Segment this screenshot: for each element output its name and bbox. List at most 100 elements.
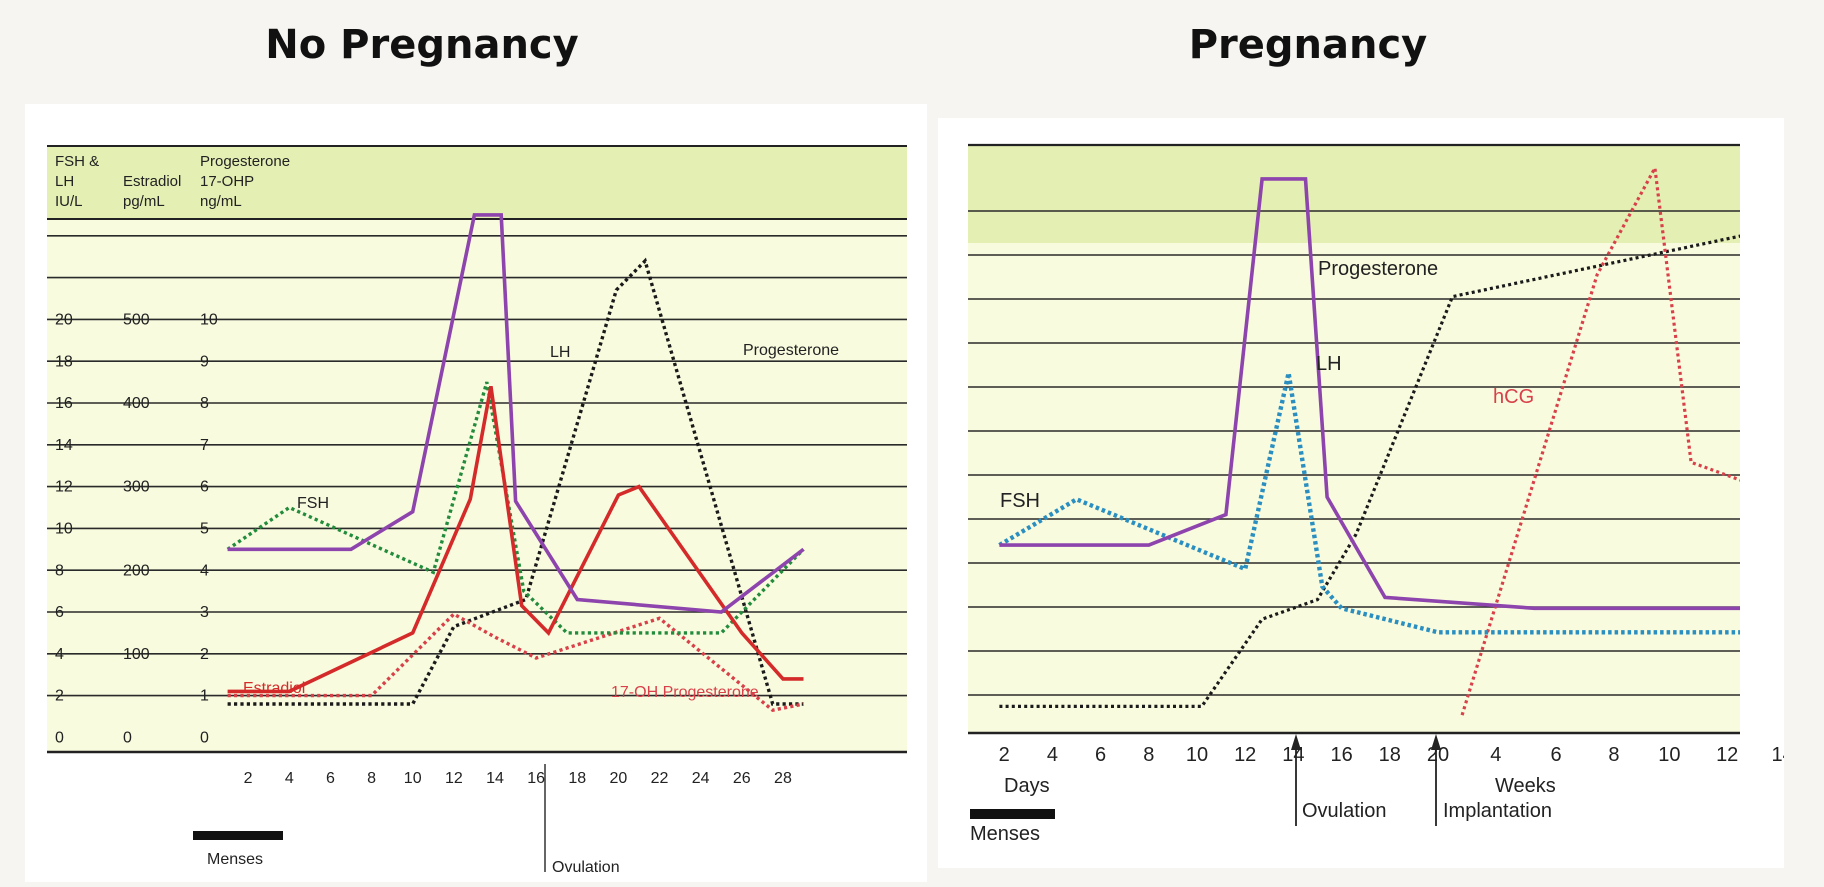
y-tick-label: 4: [200, 562, 209, 579]
axis-header-progesterone: Progesterone 17-OHP ng/mL: [200, 153, 290, 210]
menses-label: Menses: [970, 823, 1040, 845]
menses-label: Menses: [207, 851, 263, 868]
axis-header-line: 17-OHP: [200, 173, 254, 190]
y-tick-label: 0: [200, 730, 209, 747]
series-line-17-oh-progesterone: [227, 611, 804, 713]
axis-header-line: Estradiol: [123, 173, 181, 190]
series-label-progesterone: Progesterone: [1318, 258, 1438, 280]
axis-header-line: LH: [55, 173, 74, 190]
x-tick-label: 16: [527, 770, 545, 787]
series-label-17-oh-progesterone: 17-OH Progesterone: [611, 684, 759, 701]
y-tick-label: 12: [55, 479, 73, 496]
series-label-hcg: hCG: [1493, 386, 1534, 408]
axis-header-line: IU/L: [55, 193, 83, 210]
y-tick-label: 4: [55, 646, 64, 663]
y-tick-label: 20: [55, 312, 73, 329]
x-tick-label: 18: [1379, 744, 1401, 766]
series-line-estradiol: [227, 385, 804, 694]
x-tick-label: 4: [1047, 744, 1058, 766]
ovulation-label: Ovulation: [1302, 800, 1387, 822]
x-tick-label: 6: [1551, 744, 1562, 766]
no-pregnancy-chart-panel: FSH & LH IU/L Estradiol pg/mL Progestero…: [25, 104, 927, 882]
chart-title-pregnancy: Pregnancy: [1188, 22, 1428, 68]
y-tick-label: 300: [123, 479, 150, 496]
x-tick-label: 16: [1330, 744, 1352, 766]
y-tick-label: 10: [200, 312, 218, 329]
data-series: [998, 162, 1740, 716]
x-tick-label: 6: [326, 770, 335, 787]
y-tick-label: 500: [123, 312, 150, 329]
series-label-fsh: FSH: [1000, 490, 1040, 512]
menses-bar: [193, 831, 283, 840]
y-tick-label: 16: [55, 395, 73, 412]
y-tick-label: 0: [123, 730, 132, 747]
x-tick-label: 10: [1658, 744, 1680, 766]
x-tick-label: 6: [1095, 744, 1106, 766]
x-tick-labels: 2 4 6 8 10 12 14 16 18 20 22 24 26 28: [244, 770, 792, 787]
plot-background: [47, 146, 907, 752]
axis-header-line: Progesterone: [200, 153, 290, 170]
y-tick-labels: 0246810121416182001002003004005000123456…: [55, 312, 218, 747]
y-tick-label: 14: [55, 437, 73, 454]
series-line-lh: [227, 213, 805, 614]
y-tick-label: 5: [200, 521, 209, 538]
chart-title-no-pregnancy: No Pregnancy: [265, 22, 579, 68]
y-tick-label: 8: [55, 562, 64, 579]
y-tick-label: 2: [200, 646, 209, 663]
ovulation-arrow-head: [1291, 734, 1301, 750]
data-series: [226, 213, 805, 713]
y-tick-label: 400: [123, 395, 150, 412]
x-tick-label: 4: [285, 770, 294, 787]
menses-bar: [970, 809, 1055, 819]
x-tick-label: 14: [1772, 744, 1784, 766]
y-tick-label: 2: [55, 688, 64, 705]
x-tick-label: 12: [445, 770, 463, 787]
y-tick-label: 0: [55, 730, 64, 747]
y-tick-label: 7: [200, 437, 209, 454]
x-tick-label: 12: [1234, 744, 1256, 766]
x-tick-label: 20: [610, 770, 628, 787]
implantation-arrow-head: [1431, 734, 1441, 750]
y-tick-label: 100: [123, 646, 150, 663]
axis-header-line: pg/mL: [123, 193, 165, 210]
header-band: [968, 145, 1740, 243]
x-tick-label: 28: [774, 770, 792, 787]
y-tick-label: 6: [200, 479, 209, 496]
x-tick-label: 18: [568, 770, 586, 787]
x-tick-label: 2: [999, 744, 1010, 766]
series-label-estradiol: Estradiol: [243, 680, 305, 697]
x-tick-label: 8: [1143, 744, 1154, 766]
no-pregnancy-chart: FSH & LH IU/L Estradiol pg/mL Progestero…: [47, 145, 907, 876]
pregnancy-chart: 2468101214161820468101214 FSH Progestero…: [968, 143, 1794, 845]
grid-lines: [47, 145, 907, 697]
x-tick-label: 10: [1186, 744, 1208, 766]
x-tick-label: 24: [692, 770, 710, 787]
y-tick-label: 18: [55, 353, 73, 370]
series-label-lh: LH: [550, 344, 570, 361]
x-tick-label: 14: [486, 770, 504, 787]
x-tick-label: 26: [733, 770, 751, 787]
y-tick-label: 6: [55, 604, 64, 621]
series-line-progesterone: [227, 257, 804, 706]
axis-header-estradiol: Estradiol pg/mL: [123, 173, 181, 210]
x-tick-label: 8: [1608, 744, 1619, 766]
series-line-fsh: [998, 372, 1740, 635]
x-tick-label: 8: [367, 770, 376, 787]
ovulation-label: Ovulation: [552, 859, 620, 876]
x-tick-label: 10: [404, 770, 422, 787]
series-label-fsh: FSH: [297, 495, 329, 512]
days-unit-label: Days: [1004, 775, 1050, 797]
axis-header-line: ng/mL: [200, 193, 242, 210]
series-line-lh: [999, 177, 1740, 611]
y-tick-label: 200: [123, 562, 150, 579]
y-tick-label: 1: [200, 688, 209, 705]
y-tick-label: 3: [200, 604, 209, 621]
x-tick-label: 12: [1716, 744, 1738, 766]
series-label-progesterone: Progesterone: [743, 342, 839, 359]
weeks-unit-label: Weeks: [1495, 775, 1556, 797]
axis-header-line: FSH &: [55, 153, 99, 170]
series-label-lh: LH: [1316, 353, 1342, 375]
pregnancy-chart-panel: 2468101214161820468101214 FSH Progestero…: [938, 118, 1794, 868]
x-tick-label: 4: [1490, 744, 1501, 766]
y-tick-label: 10: [55, 521, 73, 538]
